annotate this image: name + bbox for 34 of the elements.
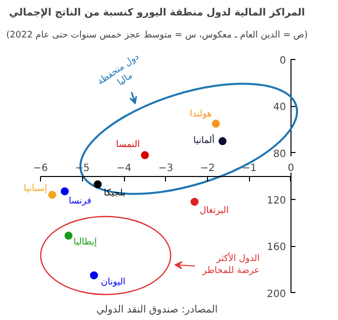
point (48, 190, 56, 199)
series-label: ألمانيا (193, 134, 215, 146)
series-label: النمسا (116, 140, 140, 150)
point (64, 232, 73, 240)
y-tick-label: 0 (280, 56, 286, 66)
series-label: فرنسا (68, 196, 92, 206)
x-tick-label: −4 (116, 163, 132, 174)
series-label: إسبانيا (24, 184, 48, 194)
series-label: اليونان (100, 277, 126, 288)
point (140, 151, 149, 160)
annotation: دول متحفظة ماليا (96, 52, 142, 88)
x-tick-label: −1 (242, 163, 257, 174)
x-tick-label: 0 (288, 163, 294, 174)
x-tick-label: −3 (158, 163, 174, 174)
chart-subtitle: (ص = الدين العام ـ معكوس، س = متوسط عجز خمس سنوات حتى عام 2022) (6, 30, 308, 40)
y-tick-label: 120 (266, 196, 286, 206)
annotation: الدول الأكثر عرضة للمخاطر (201, 252, 260, 276)
series-label: البرتغال (200, 206, 229, 216)
text: المصادر: صندوق النقد الدولي (96, 304, 218, 316)
y-tick-label: 80 (273, 148, 286, 160)
series-label: إيطاليا (74, 238, 97, 248)
chart-title: المراكز المالية لدول منطقة اليورو كنسبة من الناتج الإجمالي (9, 8, 305, 18)
x-tick-label: −6 (33, 163, 48, 174)
y-tick-label: 200 (266, 288, 286, 300)
y-tick-label: 160 (266, 242, 286, 254)
y-tick-label: 40 (273, 102, 286, 114)
point (212, 120, 220, 128)
point (60, 187, 69, 196)
x-tick-label: −2 (200, 163, 215, 174)
point (90, 271, 98, 280)
point (190, 198, 199, 206)
series-label: هولندا (190, 110, 212, 120)
point (218, 137, 227, 146)
point (94, 180, 102, 188)
